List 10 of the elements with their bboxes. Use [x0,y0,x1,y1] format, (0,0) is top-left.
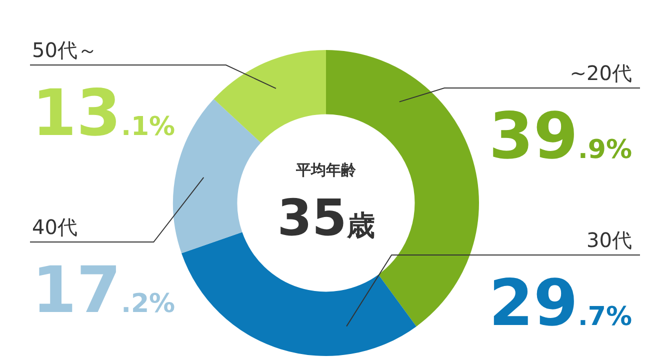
slice-label: 30代 [586,228,632,252]
slice-label: ~20代 [570,61,632,85]
text: 平均年齢 [295,161,357,179]
data-label: 13.1% [32,77,176,151]
data-label: 17.2% [32,254,176,328]
data-label: 39.9% [488,100,632,174]
slice-label: 40代 [32,215,78,239]
text: 35歳 [277,189,375,247]
slice-label: 50代～ [32,38,98,62]
data-label: 29.7% [488,267,632,341]
